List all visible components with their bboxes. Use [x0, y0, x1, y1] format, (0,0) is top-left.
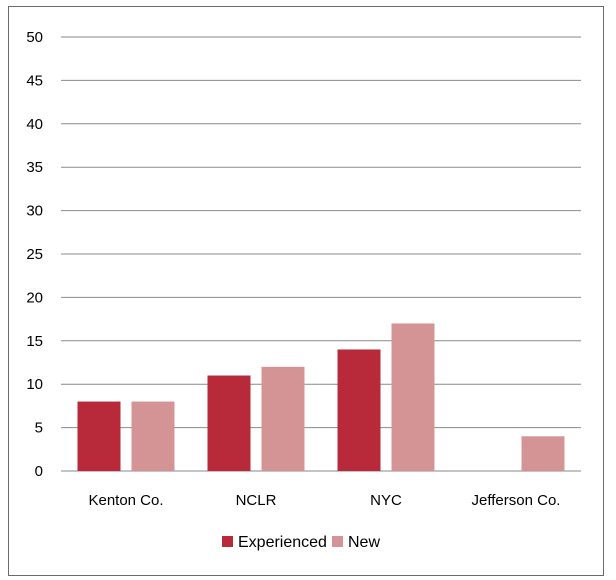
y-tick-label: 45	[26, 72, 43, 89]
legend-label-experienced: Experienced	[238, 534, 327, 551]
legend: Experienced New	[222, 534, 380, 551]
bar-new-0	[131, 401, 175, 471]
x-tick-label: NYC	[370, 492, 402, 509]
y-tick-label: 5	[35, 420, 43, 437]
bar-experienced-2	[337, 349, 381, 471]
y-tick-label: 25	[26, 246, 43, 263]
bar-experienced-1	[207, 375, 251, 471]
bars	[77, 323, 565, 471]
y-axis-tick-labels: 0 5 10 15 20 25 30 35 40 45 50	[26, 29, 43, 480]
y-tick-label: 20	[26, 289, 43, 306]
bar-experienced-0	[77, 401, 121, 471]
legend-swatch-new	[332, 536, 343, 547]
x-tick-label: NCLR	[236, 492, 277, 509]
bar-new-2	[391, 323, 435, 471]
y-tick-label: 50	[26, 29, 43, 46]
y-tick-label: 40	[26, 116, 43, 133]
x-tick-label: Kenton Co.	[88, 492, 163, 509]
bar-chart: 0 5 10 15 20 25 30 35 40 45 50 Kenton Co. NCLR NYC Je…	[26, 29, 581, 551]
bar-new-3	[521, 436, 565, 471]
chart-frame: 0 5 10 15 20 25 30 35 40 45 50 Kenton Co. NCLR NYC Je…	[8, 6, 604, 576]
legend-label-new: New	[348, 534, 380, 551]
x-axis-tick-labels: Kenton Co. NCLR NYC Jefferson Co.	[88, 492, 560, 509]
y-tick-label: 35	[26, 159, 43, 176]
y-tick-label: 30	[26, 203, 43, 220]
x-tick-label: Jefferson Co.	[472, 492, 561, 509]
legend-swatch-experienced	[222, 536, 233, 547]
bar-new-1	[261, 366, 305, 471]
y-tick-label: 10	[26, 376, 43, 393]
y-tick-label: 15	[26, 333, 43, 350]
y-tick-label: 0	[35, 463, 43, 480]
